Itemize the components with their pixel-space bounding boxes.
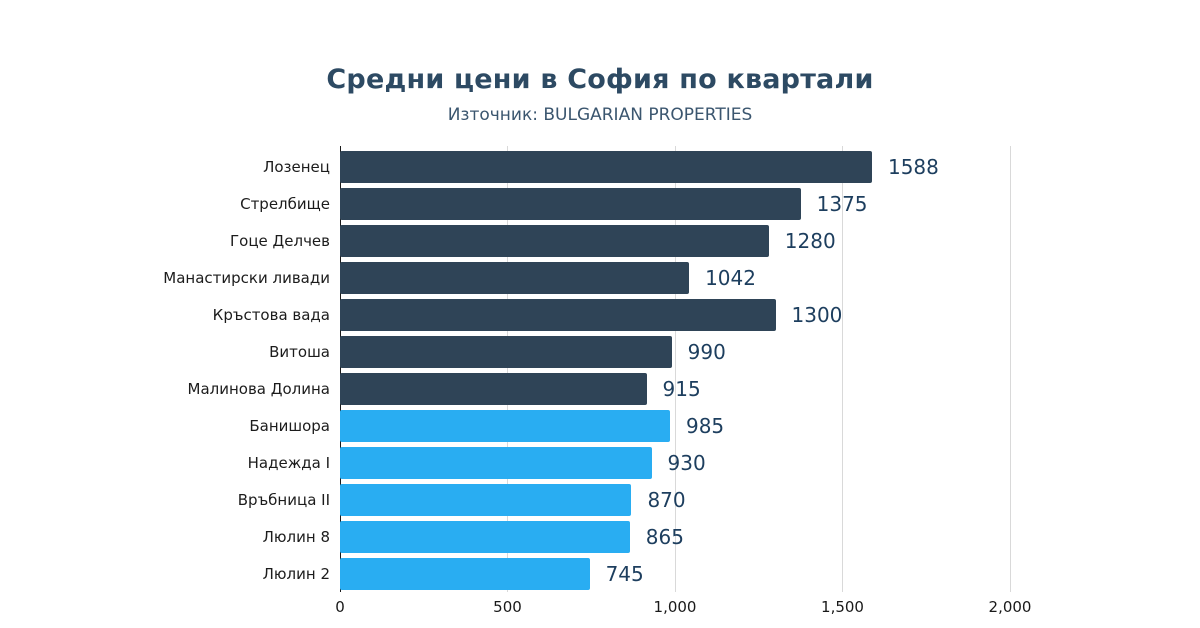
category-label: Лозенец [263, 157, 330, 176]
bar-row: Лозенец 1588 [0, 148, 1200, 185]
category-label: Манастирски ливади [163, 268, 330, 287]
bar [340, 298, 776, 331]
chart-subtitle: Източник: BULGARIAN PROPERTIES [447, 105, 753, 125]
gridline [842, 146, 843, 592]
bar [340, 224, 769, 257]
bar-row: Люлин 8 865 [0, 518, 1200, 555]
value-label: 1588 [887, 154, 939, 179]
x-tick-label: 1,000 [653, 598, 697, 616]
value-label: 1375 [816, 191, 868, 216]
bar-row: Връбница II 870 [0, 481, 1200, 518]
bar-row: Манастирски ливади 1042 [0, 259, 1200, 296]
x-tick-label: 500 [493, 598, 522, 616]
bar [340, 372, 647, 405]
chart-rows: Лозенец 1588 Стрелбище 1375 Гоце Делчев 1280 М… [0, 148, 1200, 592]
bar [340, 409, 670, 442]
value-label: 985 [685, 413, 725, 438]
value-label: 865 [645, 524, 684, 549]
value-label: 745 [605, 561, 644, 586]
value-label: 870 [647, 487, 686, 512]
gridline [1009, 146, 1011, 592]
value-label: 1300 [791, 302, 843, 327]
category-label: Люлин 2 [262, 564, 330, 583]
bar-row: Витоша 990 [0, 333, 1200, 370]
category-label: Връбница II [237, 490, 330, 509]
bar [340, 483, 632, 516]
category-label: Стрелбище [240, 194, 330, 213]
bar [340, 261, 690, 294]
x-tick-label: 2,000 [988, 598, 1032, 616]
bar [340, 335, 672, 368]
bar [340, 150, 872, 183]
value-label: 990 [687, 339, 726, 364]
category-label: Гоце Делчев [230, 231, 330, 250]
bar-row: Малинова Долина 915 [0, 370, 1200, 407]
value-label: 1280 [784, 228, 836, 253]
bar [340, 520, 630, 553]
bar [340, 557, 590, 590]
bar-row: Гоце Делчев 1280 [0, 222, 1200, 259]
value-label: 930 [667, 450, 706, 475]
category-label: Малинова Долина [187, 379, 331, 398]
category-label: Надежда I [247, 453, 330, 472]
bar-row: Надежда I 930 [0, 444, 1200, 481]
gridlines [339, 146, 1011, 592]
y-axis-line [339, 146, 341, 592]
value-label: 915 [662, 376, 701, 401]
category-label: Кръстова вада [212, 305, 330, 324]
category-label: Витоша [269, 342, 330, 361]
bar-row: Банишора 985 [0, 407, 1200, 444]
bar-row: Люлин 2 745 [0, 555, 1200, 592]
x-tick-label: 0 [335, 598, 345, 616]
category-label: Банишора [249, 416, 330, 435]
chart-title: Средни цени в София по квартали [326, 64, 874, 95]
bar-row: Стрелбище 1375 [0, 185, 1200, 222]
category-label: Люлин 8 [262, 527, 330, 546]
gridline [507, 146, 508, 592]
bar [340, 187, 801, 220]
x-axis: 0 500 1,000 1,500 2,000 [335, 598, 1031, 620]
x-tick-label: 1,500 [821, 598, 864, 616]
value-label: 1042 [705, 265, 756, 290]
bar [340, 446, 652, 479]
bar-row: Кръстова вада 1300 [0, 296, 1200, 333]
gridline [674, 146, 676, 592]
